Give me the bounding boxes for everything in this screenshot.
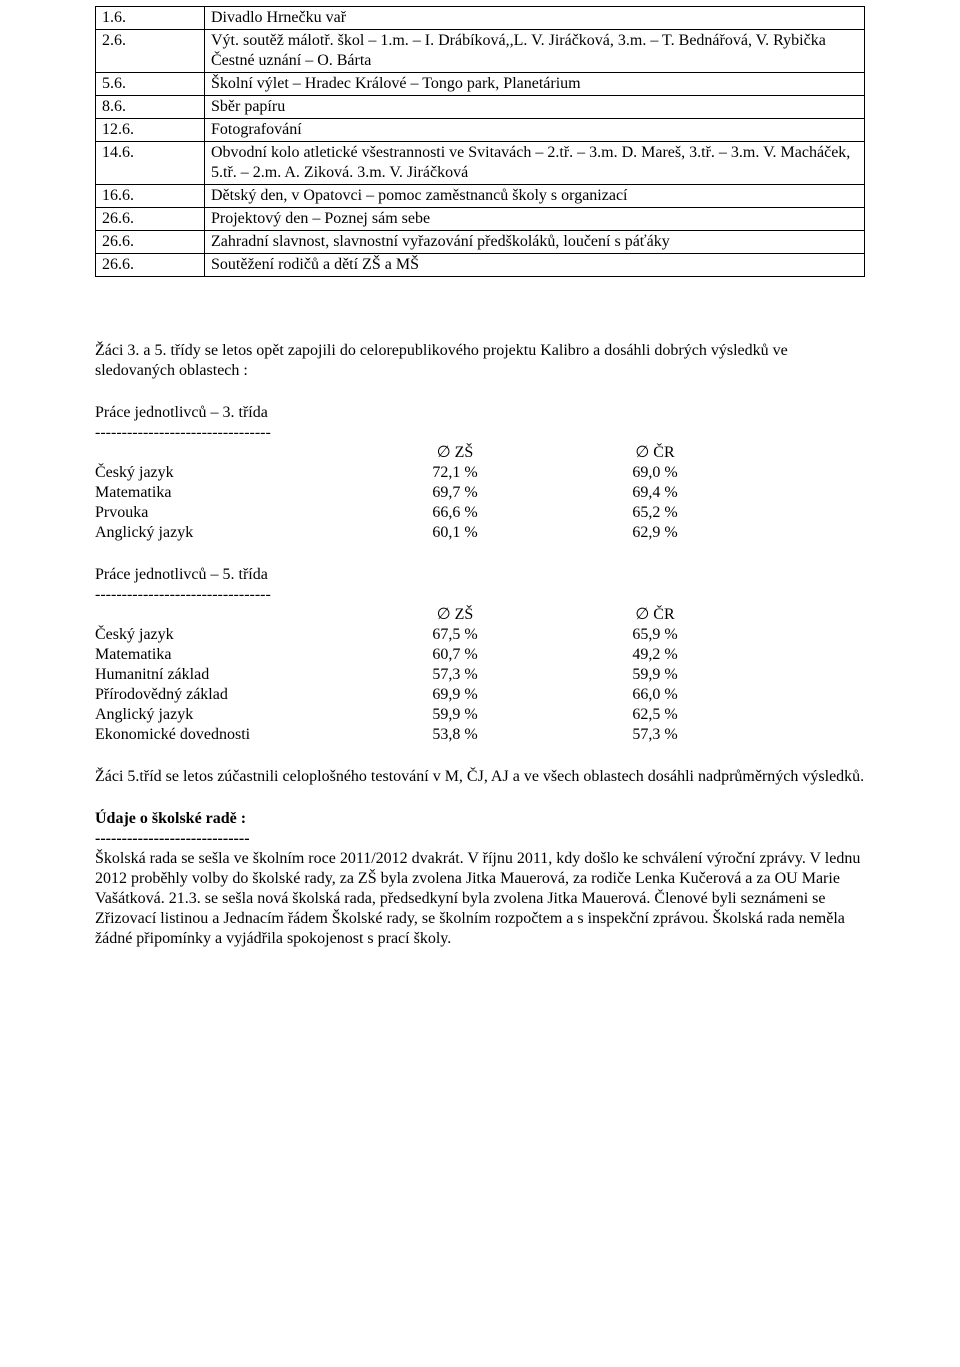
result-value-cr: 69,4 % — [555, 483, 755, 503]
rada-dashes: ----------------------------- — [95, 829, 865, 849]
result-value-cr: 62,5 % — [555, 705, 755, 725]
result-value-zs: 69,9 % — [355, 685, 555, 705]
table-row: 16.6.Dětský den, v Opatovci – pomoc zamě… — [96, 185, 865, 208]
result-label: Matematika — [95, 645, 355, 665]
result-row: Humanitní základ57,3 %59,9 % — [95, 665, 865, 685]
result-row: Anglický jazyk59,9 %62,5 % — [95, 705, 865, 725]
result-value-cr: 59,9 % — [555, 665, 755, 685]
result-label: Ekonomické dovednosti — [95, 725, 355, 745]
rada-body: Školská rada se sešla ve školním roce 20… — [95, 849, 865, 949]
block3-header-label — [95, 443, 355, 463]
table-row: 26.6.Soutěžení rodičů a dětí ZŠ a MŠ — [96, 254, 865, 277]
event-cell: Fotografování — [205, 119, 865, 142]
block3-header-a: ∅ ZŠ — [355, 443, 555, 463]
block3-header-b: ∅ ČR — [555, 443, 755, 463]
result-row: Prvouka66,6 %65,2 % — [95, 503, 865, 523]
result-label: Anglický jazyk — [95, 705, 355, 725]
event-cell: Školní výlet – Hradec Králové – Tongo pa… — [205, 73, 865, 96]
date-cell: 2.6. — [96, 30, 205, 73]
table-row: 14.6.Obvodní kolo atletické všestrannost… — [96, 142, 865, 185]
block5-dashes: --------------------------------- — [95, 585, 865, 605]
block3-title: Práce jednotlivců – 3. třída — [95, 403, 865, 423]
result-value-zs: 69,7 % — [355, 483, 555, 503]
block5-header-b: ∅ ČR — [555, 605, 755, 625]
result-row: Ekonomické dovednosti53,8 %57,3 % — [95, 725, 865, 745]
result-label: Anglický jazyk — [95, 523, 355, 543]
table-row: 5.6.Školní výlet – Hradec Králové – Tong… — [96, 73, 865, 96]
result-label: Český jazyk — [95, 463, 355, 483]
zaci5-note: Žáci 5.tříd se letos zúčastnili celoploš… — [95, 767, 865, 787]
table-row: 12.6.Fotografování — [96, 119, 865, 142]
event-cell: Divadlo Hrnečku vař — [205, 7, 865, 30]
block3-dashes: --------------------------------- — [95, 423, 865, 443]
date-cell: 16.6. — [96, 185, 205, 208]
table-row: 2.6.Výt. soutěž málotř. škol – 1.m. – I.… — [96, 30, 865, 73]
result-value-cr: 49,2 % — [555, 645, 755, 665]
table-row: 26.6.Projektový den – Poznej sám sebe — [96, 208, 865, 231]
result-row: Přírodovědný základ69,9 %66,0 % — [95, 685, 865, 705]
result-row: Anglický jazyk60,1 %62,9 % — [95, 523, 865, 543]
table-row: 8.6.Sběr papíru — [96, 96, 865, 119]
result-row: Matematika60,7 %49,2 % — [95, 645, 865, 665]
result-row: Český jazyk72,1 %69,0 % — [95, 463, 865, 483]
result-value-zs: 59,9 % — [355, 705, 555, 725]
event-cell: Sběr papíru — [205, 96, 865, 119]
date-cell: 5.6. — [96, 73, 205, 96]
date-cell: 8.6. — [96, 96, 205, 119]
result-value-zs: 53,8 % — [355, 725, 555, 745]
date-cell: 26.6. — [96, 254, 205, 277]
date-cell: 26.6. — [96, 231, 205, 254]
result-label: Matematika — [95, 483, 355, 503]
block5-header-a: ∅ ZŠ — [355, 605, 555, 625]
result-label: Humanitní základ — [95, 665, 355, 685]
result-value-zs: 60,1 % — [355, 523, 555, 543]
table-row: 1.6.Divadlo Hrnečku vař — [96, 7, 865, 30]
result-value-cr: 57,3 % — [555, 725, 755, 745]
result-value-cr: 62,9 % — [555, 523, 755, 543]
result-value-cr: 66,0 % — [555, 685, 755, 705]
result-value-cr: 65,9 % — [555, 625, 755, 645]
result-value-zs: 72,1 % — [355, 463, 555, 483]
result-row: Matematika69,7 %69,4 % — [95, 483, 865, 503]
event-cell: Obvodní kolo atletické všestrannosti ve … — [205, 142, 865, 185]
kalibro-intro: Žáci 3. a 5. třídy se letos opět zapojil… — [95, 341, 865, 381]
event-cell: Zahradní slavnost, slavnostní vyřazování… — [205, 231, 865, 254]
event-cell: Dětský den, v Opatovci – pomoc zaměstnan… — [205, 185, 865, 208]
date-cell: 12.6. — [96, 119, 205, 142]
result-row: Český jazyk67,5 %65,9 % — [95, 625, 865, 645]
block5-title: Práce jednotlivců – 5. třída — [95, 565, 865, 585]
result-label: Přírodovědný základ — [95, 685, 355, 705]
date-cell: 26.6. — [96, 208, 205, 231]
date-cell: 1.6. — [96, 7, 205, 30]
rada-heading: Údaje o školské radě : — [95, 809, 865, 829]
result-value-zs: 57,3 % — [355, 665, 555, 685]
event-cell: Soutěžení rodičů a dětí ZŠ a MŠ — [205, 254, 865, 277]
table-row: 26.6.Zahradní slavnost, slavnostní vyřaz… — [96, 231, 865, 254]
event-cell: Projektový den – Poznej sám sebe — [205, 208, 865, 231]
events-table: 1.6.Divadlo Hrnečku vař2.6.Výt. soutěž m… — [95, 6, 865, 277]
block5-results: ∅ ZŠ ∅ ČR Český jazyk67,5 %65,9 %Matemat… — [95, 605, 865, 745]
date-cell: 14.6. — [96, 142, 205, 185]
result-value-zs: 66,6 % — [355, 503, 555, 523]
result-value-zs: 67,5 % — [355, 625, 555, 645]
block3-results: ∅ ZŠ ∅ ČR Český jazyk72,1 %69,0 %Matemat… — [95, 443, 865, 543]
result-label: Český jazyk — [95, 625, 355, 645]
result-value-cr: 69,0 % — [555, 463, 755, 483]
result-value-cr: 65,2 % — [555, 503, 755, 523]
event-cell: Výt. soutěž málotř. škol – 1.m. – I. Drá… — [205, 30, 865, 73]
result-value-zs: 60,7 % — [355, 645, 555, 665]
block5-header-label — [95, 605, 355, 625]
result-label: Prvouka — [95, 503, 355, 523]
